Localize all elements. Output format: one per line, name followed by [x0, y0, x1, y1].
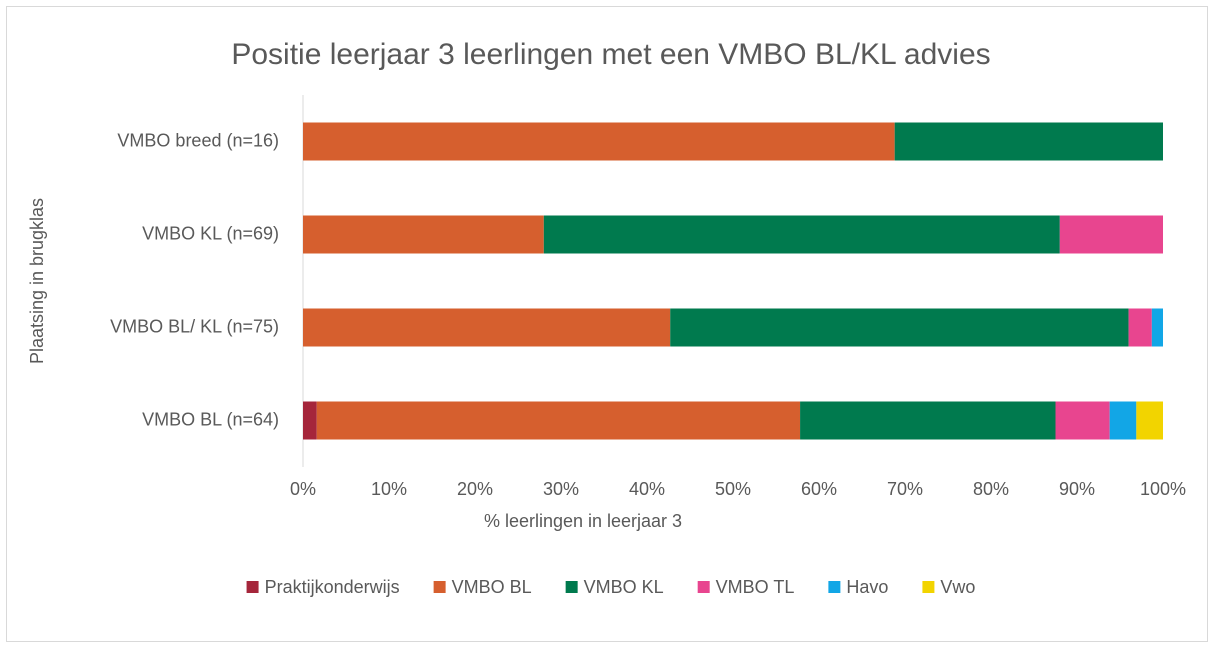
legend-label: VMBO KL: [584, 577, 664, 597]
chart-title: Positie leerjaar 3 leerlingen met een VM…: [231, 38, 990, 71]
x-tick-label: 70%: [887, 479, 923, 499]
legend-swatch: [828, 581, 841, 593]
bar-segment: [316, 401, 801, 440]
x-tick-label: 90%: [1059, 479, 1095, 499]
x-tick-label: 50%: [715, 479, 751, 499]
bar-segment: [1151, 308, 1163, 347]
x-tick-label: 0%: [290, 479, 316, 499]
bar-segment: [800, 401, 1056, 440]
legend-label: Praktijkonderwijs: [265, 577, 400, 597]
y-tick-label: VMBO breed (n=16): [117, 130, 279, 150]
x-axis-title: % leerlingen in leerjaar 3: [484, 511, 682, 531]
bar-segment: [1128, 308, 1152, 347]
x-tick-label: 10%: [371, 479, 407, 499]
legend-swatch: [697, 581, 710, 593]
x-tick-label: 100%: [1140, 479, 1186, 499]
x-tick-label: 30%: [543, 479, 579, 499]
legend-swatch: [433, 581, 446, 593]
bar-segment: [303, 308, 671, 347]
legend-label: Vwo: [940, 577, 975, 597]
legend-swatch: [246, 581, 259, 593]
legend-swatch: [565, 581, 578, 593]
y-axis-title: Plaatsing in brugklas: [27, 198, 47, 364]
bar-segment: [303, 215, 544, 254]
legend-label: VMBO BL: [452, 577, 532, 597]
x-tick-label: 20%: [457, 479, 493, 499]
bar-segment: [1059, 215, 1163, 254]
x-tick-label: 80%: [973, 479, 1009, 499]
bar-segment: [303, 122, 895, 161]
y-tick-label: VMBO KL (n=69): [142, 223, 279, 243]
bar-segment: [1109, 401, 1137, 440]
y-tick-label: VMBO BL (n=64): [142, 409, 279, 429]
legend-swatch: [922, 581, 935, 593]
legend-label: Havo: [846, 577, 888, 597]
bar-segment: [543, 215, 1060, 254]
bar-segment: [1136, 401, 1163, 440]
x-tick-label: 60%: [801, 479, 837, 499]
legend-label: VMBO TL: [716, 577, 795, 597]
bar-segment: [1055, 401, 1110, 440]
y-tick-label: VMBO BL/ KL (n=75): [110, 316, 279, 336]
bar-segment: [670, 308, 1129, 347]
bar-segment: [303, 401, 317, 440]
x-tick-label: 40%: [629, 479, 665, 499]
bar-segment: [894, 122, 1163, 161]
